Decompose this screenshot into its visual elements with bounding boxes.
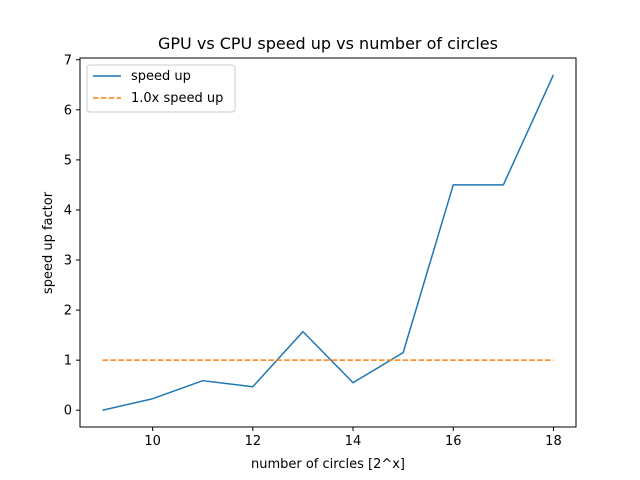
legend-label-baseline: 1.0x speed up xyxy=(131,91,223,106)
y-tick-label: 3 xyxy=(64,254,72,269)
y-axis-label: speed up factor xyxy=(41,191,56,294)
y-axis-ticks: 0 1 2 3 4 5 6 7 xyxy=(64,53,80,419)
y-tick-label: 5 xyxy=(64,153,72,168)
chart-title: GPU vs CPU speed up vs number of circles xyxy=(158,34,498,53)
y-tick-label: 1 xyxy=(64,354,72,369)
plot-frame xyxy=(79,57,577,428)
x-tick-label: 12 xyxy=(245,434,262,449)
x-tick-label: 10 xyxy=(144,434,161,449)
x-axis-label: number of circles [2^x] xyxy=(251,457,405,472)
y-tick-label: 6 xyxy=(64,103,72,118)
x-tick-label: 18 xyxy=(545,434,562,449)
x-tick-label: 16 xyxy=(445,434,462,449)
plot-lines xyxy=(102,74,555,411)
x-axis-ticks: 10 12 14 16 18 xyxy=(144,427,562,449)
y-tick-label: 4 xyxy=(64,203,72,218)
legend-box xyxy=(86,64,236,113)
y-tick-label: 0 xyxy=(64,404,72,419)
legend: speed up 1.0x speed up xyxy=(86,64,236,113)
y-tick-label: 2 xyxy=(64,304,72,319)
legend-label-speed-up: speed up xyxy=(131,69,191,84)
series-line-speed-up xyxy=(102,74,555,411)
y-tick-label: 7 xyxy=(64,53,72,68)
x-tick-label: 14 xyxy=(345,434,362,449)
